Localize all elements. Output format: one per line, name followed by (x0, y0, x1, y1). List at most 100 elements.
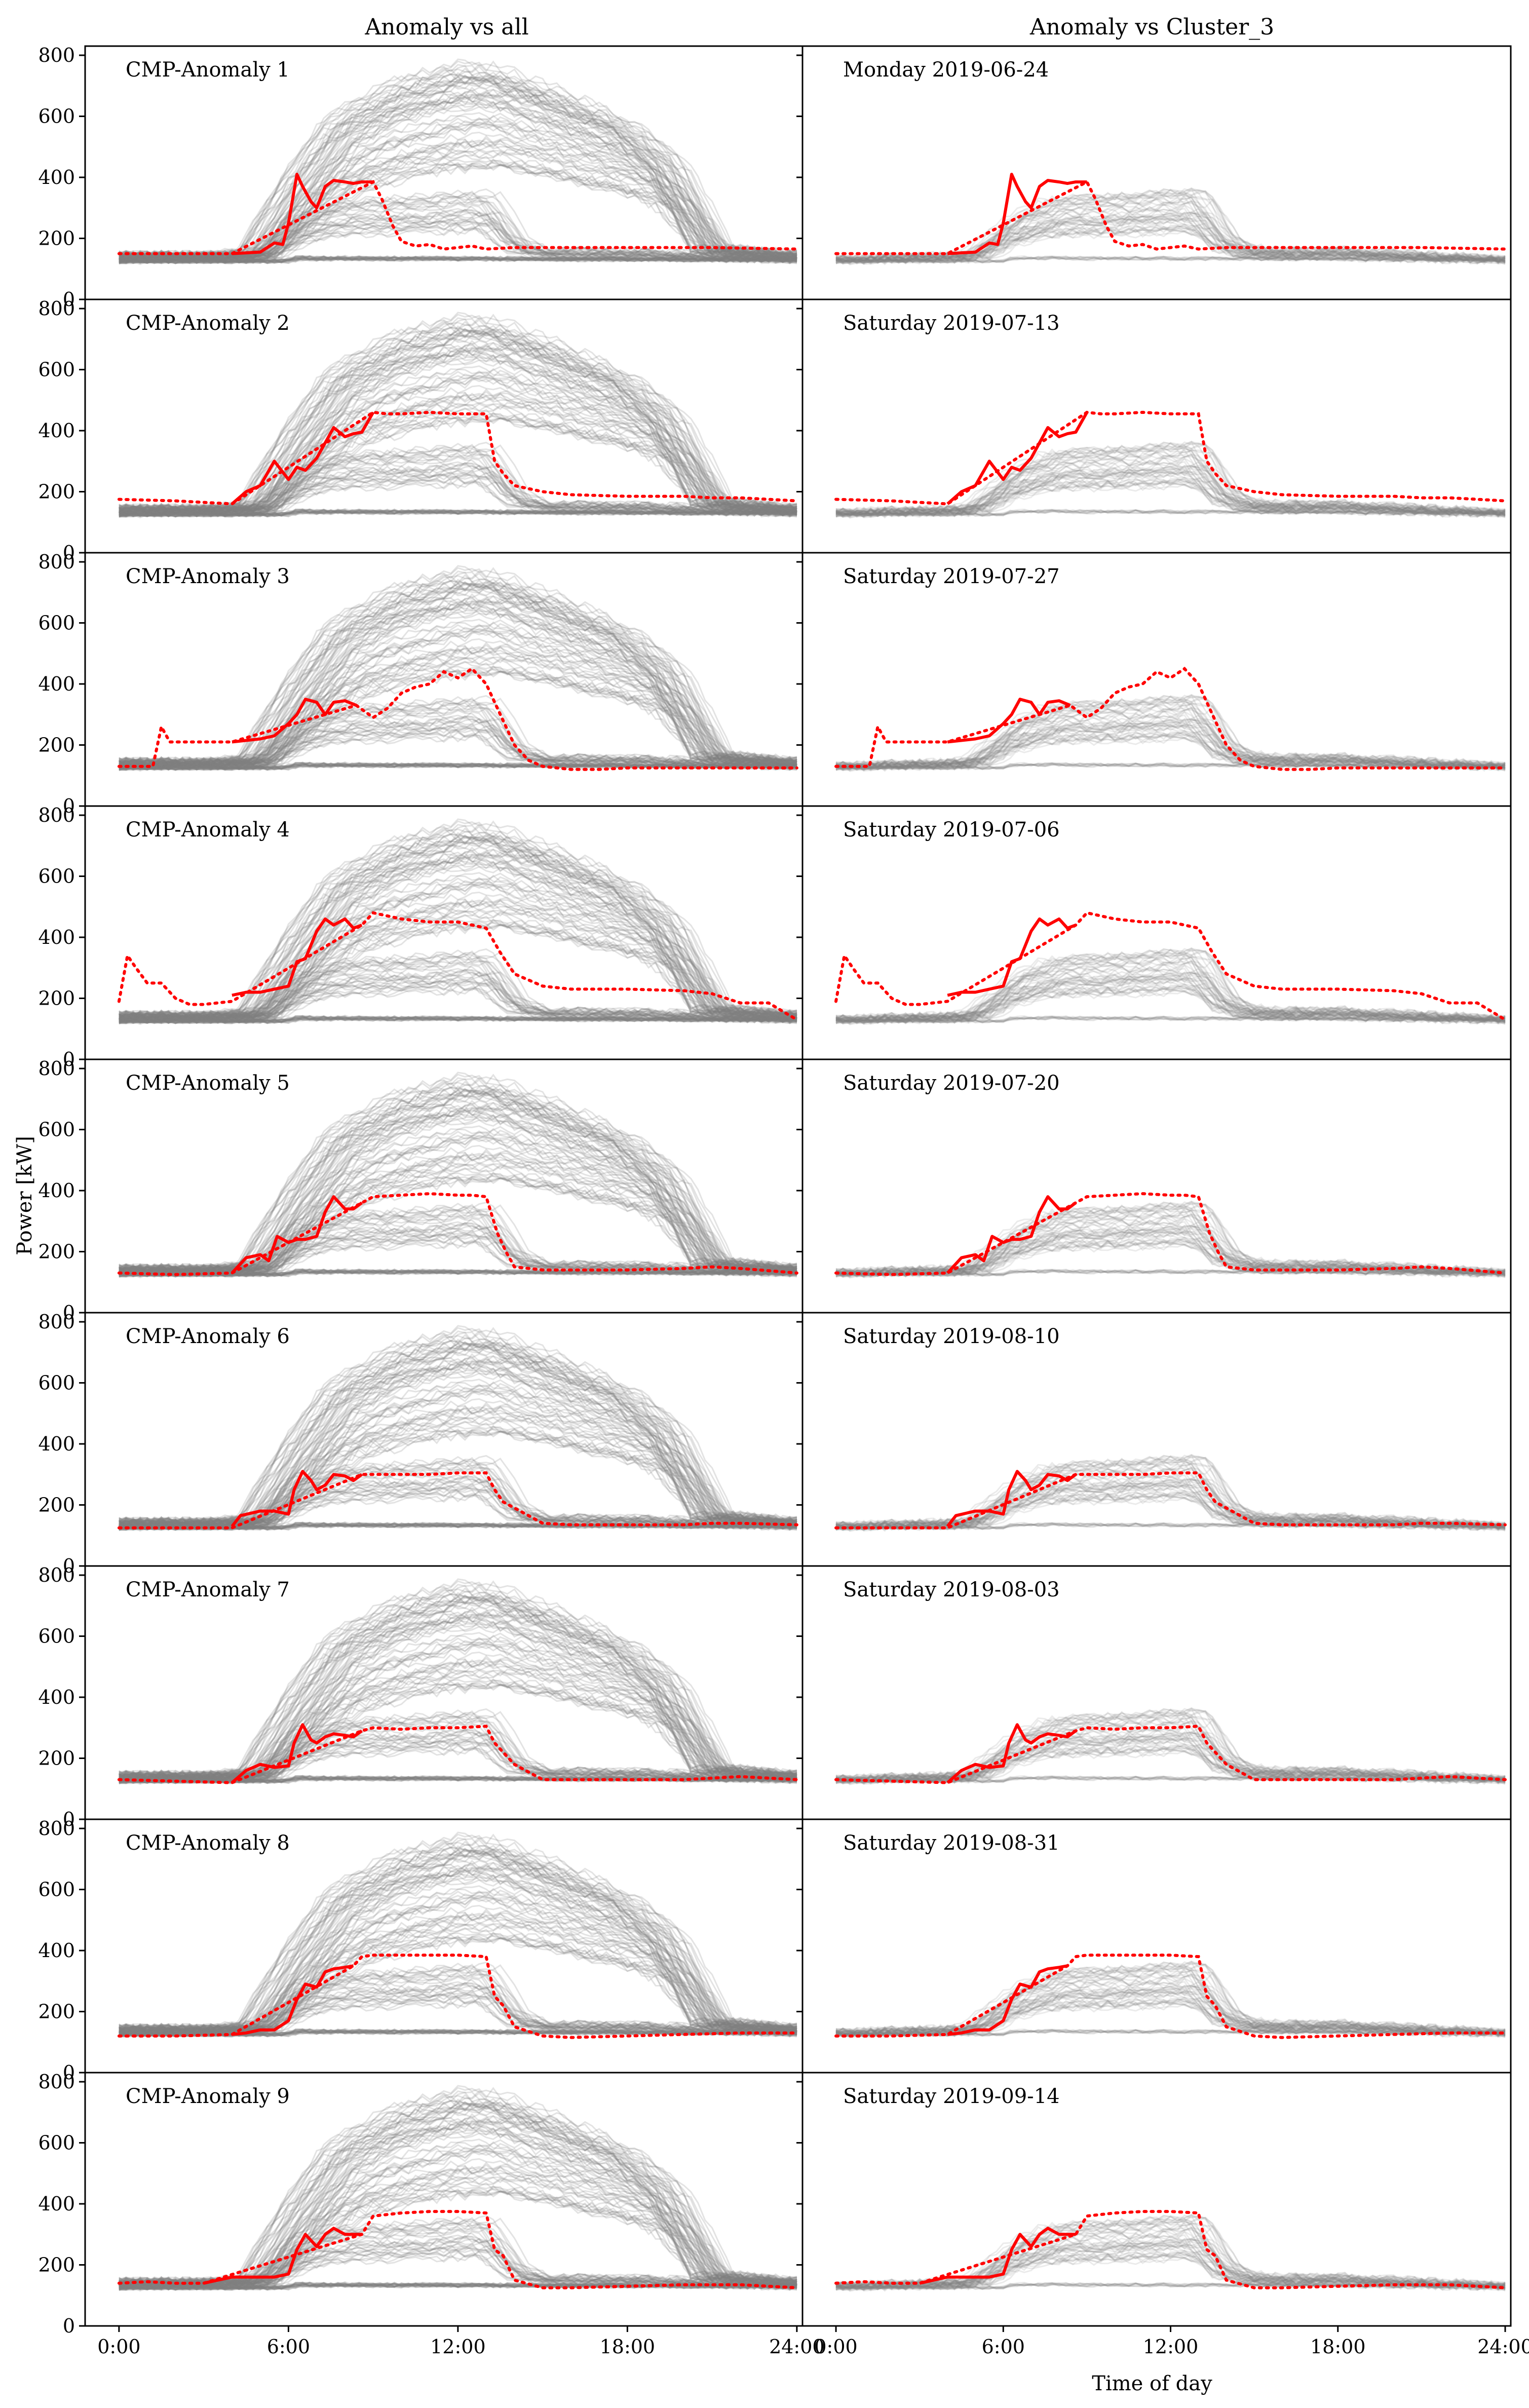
background-profile-line (119, 820, 797, 1020)
column-title-right: Anomaly vs Cluster_3 (1029, 14, 1274, 40)
background-profile-line (119, 2188, 797, 2291)
background-profile-line (835, 695, 1506, 769)
background-profile-line (119, 1015, 797, 1024)
background-profile-line (119, 223, 797, 264)
background-profile-line (119, 654, 797, 770)
background-profile-line (835, 1707, 1506, 1782)
background-profile-line (119, 1613, 797, 1781)
background-profile-line (118, 1736, 797, 1784)
background-profile-line (119, 1382, 797, 1529)
background-profile-line (119, 1592, 797, 1780)
background-profile-line (119, 359, 797, 515)
background-profile-line (835, 1964, 1506, 2036)
background-profile-line (119, 865, 797, 1022)
background-profile-line (835, 949, 1506, 1022)
background-profile-line (835, 1269, 1506, 1277)
background-profile-line (835, 211, 1506, 264)
background-profile-line (119, 1077, 797, 1273)
background-profile-line (118, 1105, 798, 1274)
background-profile-line (835, 454, 1506, 517)
background-profile-line (118, 77, 797, 260)
background-profile-line (118, 583, 797, 767)
background-profile-line (119, 1161, 797, 1277)
background-profile-line (119, 1841, 797, 2033)
background-profile-line (835, 712, 1506, 770)
background-profile-line (119, 481, 797, 519)
background-profile-line (835, 728, 1506, 771)
background-profile-line (119, 1914, 797, 2037)
background-profile-line (119, 390, 797, 517)
x-tick-label: 6:00 (982, 2336, 1025, 2358)
background-profile-line (835, 2000, 1506, 2038)
background-profile-line (119, 860, 797, 1021)
background-profile-line (119, 255, 797, 264)
background-profile-line (119, 2174, 797, 2290)
background-profile-line (119, 1102, 797, 1275)
background-profile-line (119, 328, 797, 514)
background-profile-line (835, 1719, 1506, 1783)
background-profile-line (119, 255, 797, 264)
panel-r8-c2: Saturday 2019-08-31 (796, 1818, 1512, 2074)
background-profile-line (118, 2161, 797, 2289)
background-profile-line (119, 657, 797, 770)
background-profile-line (119, 1904, 797, 2036)
background-profile-line (119, 1521, 797, 1531)
background-profile-line (119, 1016, 797, 1024)
background-profile-line (119, 645, 797, 770)
background-profile-line (835, 214, 1506, 265)
background-profile-line (119, 1114, 797, 1275)
background-profile-line (835, 2255, 1506, 2291)
background-profile-line (119, 903, 797, 1023)
background-profile-line (835, 1984, 1506, 2036)
background-profile-line (835, 1495, 1506, 1532)
background-profile-line (119, 2167, 797, 2290)
background-profile-line (119, 729, 797, 772)
background-profile-line (835, 978, 1506, 1025)
background-profile-line (118, 1229, 797, 1277)
background-profile-line (835, 976, 1506, 1024)
background-profile-line (835, 1458, 1506, 1529)
background-profile-line (118, 872, 797, 1022)
background-profile-line (119, 227, 797, 265)
background-profile-line (835, 2214, 1506, 2289)
background-profile-line (119, 1151, 797, 1276)
background-profile-line (835, 1960, 1506, 2037)
background-profile-line (119, 1740, 797, 1784)
background-profile-line (119, 1268, 797, 1277)
background-profile-line (835, 1490, 1506, 1532)
background-profile-line (119, 600, 797, 768)
background-profile-line (118, 1908, 797, 2036)
background-profile-line (119, 199, 797, 263)
background-profile-line (835, 1016, 1506, 1024)
background-profile-line (119, 2236, 797, 2290)
background-profile-line (835, 510, 1506, 517)
background-profile-line (119, 394, 797, 517)
background-profile-line (835, 977, 1506, 1023)
background-profile-line (835, 441, 1506, 517)
background-profile-line (119, 1484, 797, 1530)
background-profile-line (119, 655, 797, 770)
background-profile-line (835, 762, 1506, 770)
background-profile-line (119, 1634, 797, 1782)
background-profile-line (119, 1358, 797, 1528)
background-profile-line (835, 480, 1506, 518)
background-profile-line (835, 456, 1506, 518)
background-profile-line (119, 1105, 797, 1274)
background-profile-line (835, 2223, 1506, 2289)
background-profile-line (119, 1343, 797, 1527)
background-profiles (835, 1707, 1506, 1785)
background-profile-line (835, 697, 1506, 770)
background-profile-line (119, 856, 797, 1020)
background-profile-line (119, 2092, 797, 2286)
background-profile-line (119, 1213, 797, 1276)
x-tick-label: 12:00 (1143, 2336, 1199, 2358)
background-profile-line (835, 1984, 1506, 2038)
background-profile-line (835, 227, 1506, 264)
y-tick-label: 800 (38, 804, 75, 826)
background-profile-line (119, 164, 797, 264)
background-profile-line (118, 1331, 797, 1526)
background-profile-line (119, 1015, 797, 1024)
background-profile-line (119, 2001, 797, 2039)
background-profile-line (119, 2218, 797, 2290)
background-profile-line (835, 465, 1506, 518)
